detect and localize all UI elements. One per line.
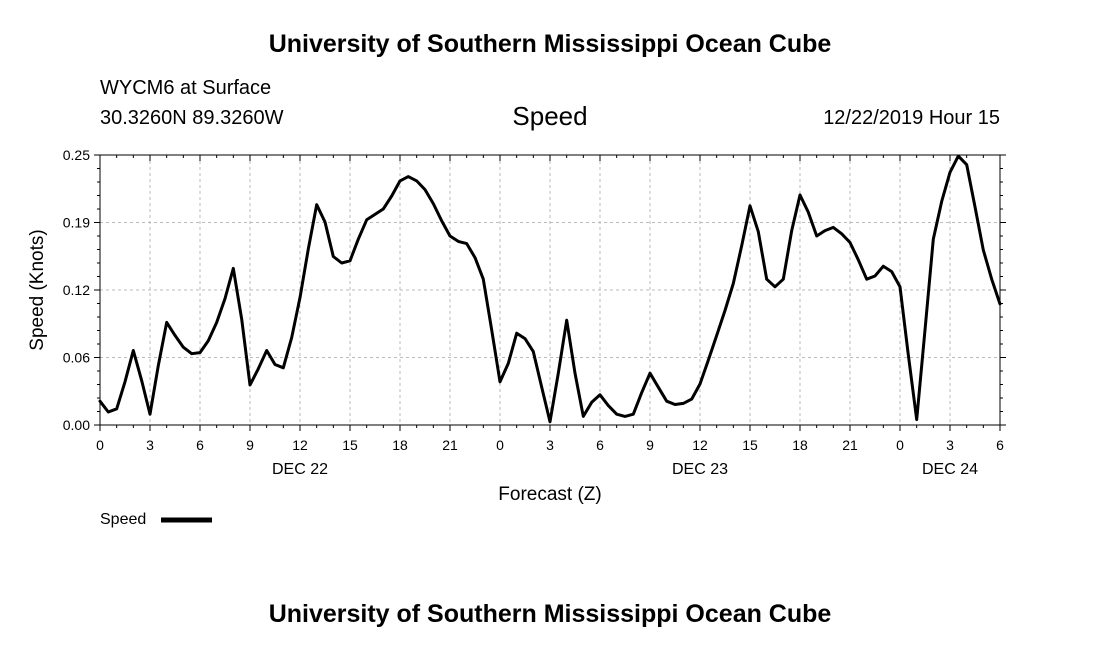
x-tick-label: 15 [742, 437, 758, 453]
x-tick-label: 9 [646, 437, 654, 453]
axis-labels: 0 3 6 9 12 15 18 21 0 3 6 9 12 15 18 21 0 3 6 0.00 0.06 0.12 0… [63, 147, 1004, 478]
y-axis-title: Speed (Knots) [27, 229, 48, 350]
y-tick-label: 0.12 [63, 282, 90, 298]
series-line-speed [98, 154, 1002, 424]
x-tick-label: 3 [546, 437, 554, 453]
x-tick-label: 18 [792, 437, 808, 453]
x-tick-label: 6 [196, 437, 204, 453]
legend: Speed [100, 511, 212, 528]
y-tick-label: 0.00 [63, 417, 90, 433]
footer-institution-title: University of Southern Mississippi Ocean… [268, 600, 832, 628]
chart-title: Speed [512, 101, 588, 131]
location-label: 30.3260N 89.3260W [100, 107, 284, 129]
timestamp-label: 12/22/2019 Hour 15 [823, 107, 1000, 129]
x-tick-label: 0 [496, 437, 504, 453]
y-tick-label: 0.06 [63, 350, 90, 366]
date-label: DEC 22 [272, 461, 328, 478]
x-tick-label: 6 [996, 437, 1004, 453]
grid-lines [100, 155, 1000, 425]
x-tick-label: 18 [392, 437, 408, 453]
x-tick-label: 9 [246, 437, 254, 453]
x-tick-label: 21 [442, 437, 458, 453]
plot-frame [99, 154, 1001, 426]
x-tick-label: 0 [896, 437, 904, 453]
series-layer [98, 154, 1002, 424]
date-label: DEC 23 [672, 461, 728, 478]
date-label: DEC 24 [922, 461, 978, 478]
station-label: WYCM6 at Surface [100, 77, 272, 99]
x-tick-label: 3 [146, 437, 154, 453]
x-tick-label: 21 [842, 437, 858, 453]
x-tick-label: 15 [342, 437, 358, 453]
x-tick-label: 6 [596, 437, 604, 453]
y-tick-label: 0.19 [63, 215, 90, 231]
x-tick-label: 12 [692, 437, 708, 453]
x-tick-label: 3 [946, 437, 954, 453]
legend-label: Speed [100, 511, 146, 528]
institution-title: University of Southern Mississippi Ocean… [268, 30, 832, 58]
x-tick-label: 0 [96, 437, 104, 453]
x-tick-label: 12 [292, 437, 308, 453]
x-axis-title: Forecast (Z) [498, 484, 601, 505]
y-tick-label: 0.25 [63, 147, 90, 163]
